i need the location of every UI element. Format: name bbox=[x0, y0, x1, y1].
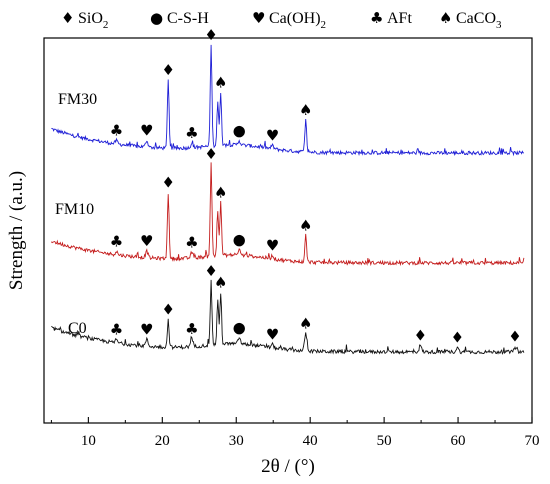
legend-label: C-S-H bbox=[167, 10, 209, 27]
phase-marker-sio2: ♦ bbox=[204, 26, 217, 44]
phase-marker-aft: ♣ bbox=[110, 232, 123, 250]
legend-symbol: ♣ bbox=[370, 9, 383, 27]
x-tick-label: 40 bbox=[303, 433, 318, 449]
phase-marker-ca-oh-2: ♥ bbox=[266, 325, 279, 343]
x-tick-label: 20 bbox=[155, 433, 170, 449]
phase-marker-caco3: ♠ bbox=[214, 274, 227, 292]
legend-item: ♥ Ca(OH)2 bbox=[252, 9, 326, 31]
legend-symbol: ♥ bbox=[252, 9, 265, 27]
phase-marker-sio2: ♦ bbox=[204, 145, 217, 163]
x-tick-label: 30 bbox=[229, 433, 244, 449]
series-layer: FM30 FM10 C0 bbox=[51, 44, 525, 355]
phase-marker-sio2: ♦ bbox=[161, 301, 174, 319]
phase-marker-caco3: ♠ bbox=[299, 101, 312, 119]
y-axis-title: Strength / (a.u.) bbox=[6, 171, 27, 290]
phase-marker-sio2: ♦ bbox=[451, 329, 464, 347]
series-label-fm10: FM10 bbox=[55, 201, 94, 218]
phase-marker-c-s-h: ● bbox=[233, 318, 246, 336]
legend-item: ♦ SiO2 bbox=[61, 9, 108, 31]
phase-marker-sio2: ♦ bbox=[161, 61, 174, 79]
legend-symbol: ♦ bbox=[61, 9, 74, 27]
legend-label: Ca(OH)2 bbox=[269, 10, 326, 31]
legend-label: AFt bbox=[387, 10, 412, 27]
phase-marker-aft: ♣ bbox=[110, 122, 123, 140]
legend-label: SiO2 bbox=[78, 10, 108, 31]
legend-label: CaCO3 bbox=[456, 10, 502, 31]
phase-marker-ca-oh-2: ♥ bbox=[140, 321, 153, 339]
phase-marker-aft: ♣ bbox=[185, 320, 198, 338]
legend-item: ● C-S-H bbox=[150, 9, 209, 27]
series-line-fm30 bbox=[51, 44, 525, 157]
phase-marker-ca-oh-2: ♥ bbox=[140, 232, 153, 250]
series-line-fm10 bbox=[51, 162, 525, 267]
legend-symbol: ● bbox=[150, 9, 163, 27]
phase-marker-c-s-h: ● bbox=[233, 122, 246, 140]
series-label-c0: C0 bbox=[68, 320, 87, 337]
x-tick-label: 10 bbox=[81, 433, 96, 449]
phase-marker-caco3: ♠ bbox=[214, 73, 227, 91]
phase-markers: ♣ ♥♦♣♦♠● ♥♠♣ ♥♦♣♦♠● ♥♠♣ ♥♦♣♦♠● ♥♠♦ ♦ ♦ bbox=[110, 26, 522, 347]
phase-marker-sio2: ♦ bbox=[161, 174, 174, 192]
phase-marker-aft: ♣ bbox=[185, 124, 198, 142]
plot-frame bbox=[43, 37, 533, 424]
series-label-fm30: FM30 bbox=[58, 91, 97, 108]
legend-symbol: ♠ bbox=[439, 9, 452, 27]
x-axis-ticks: 10 20 30 40 50 60 70 bbox=[50, 417, 540, 449]
phase-marker-ca-oh-2: ♥ bbox=[140, 122, 153, 140]
legend-item: ♣ AFt bbox=[370, 9, 412, 27]
x-tick-label: 50 bbox=[377, 433, 392, 449]
phase-marker-aft: ♣ bbox=[185, 233, 198, 251]
x-tick-label: 60 bbox=[451, 433, 466, 449]
legend: ♦ SiO2 ● C-S-H ♥ Ca(OH)2 ♣ AFt ♠ CaCO3 bbox=[61, 9, 502, 31]
phase-marker-caco3: ♠ bbox=[214, 184, 227, 202]
phase-marker-ca-oh-2: ♥ bbox=[266, 126, 279, 144]
phase-marker-aft: ♣ bbox=[110, 321, 123, 339]
phase-marker-caco3: ♠ bbox=[299, 217, 312, 235]
phase-marker-sio2: ♦ bbox=[508, 327, 521, 345]
x-axis-title: 2θ / (°) bbox=[261, 456, 315, 477]
phase-marker-sio2: ♦ bbox=[204, 262, 217, 280]
legend-item: ♠ CaCO3 bbox=[439, 9, 502, 31]
phase-marker-sio2: ♦ bbox=[414, 326, 427, 344]
phase-marker-c-s-h: ● bbox=[233, 231, 246, 249]
x-tick-label: 70 bbox=[525, 433, 540, 449]
phase-marker-ca-oh-2: ♥ bbox=[266, 237, 279, 255]
series-line-c0 bbox=[51, 279, 525, 355]
phase-marker-caco3: ♠ bbox=[299, 314, 312, 332]
